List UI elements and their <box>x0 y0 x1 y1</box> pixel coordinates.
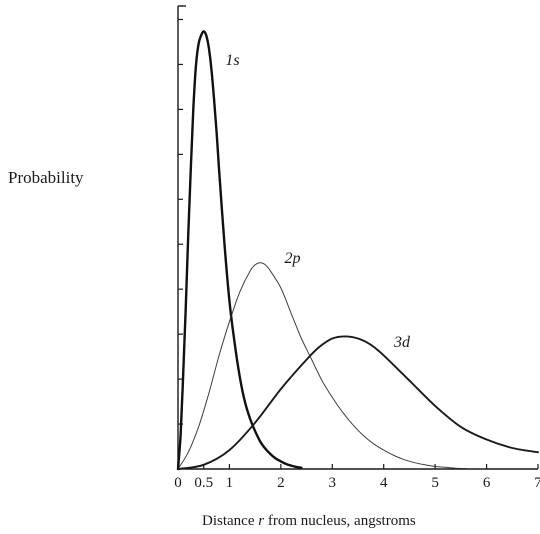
series-label-3d: 3d <box>393 334 411 351</box>
series-layer <box>176 30 539 471</box>
x-tick-label: 0 <box>174 475 182 491</box>
x-ticks: 0 0.5 1 2 3 4 5 6 7 <box>174 464 540 491</box>
x-tick-label: 6 <box>483 475 491 491</box>
x-tick-label: 5 <box>431 475 439 491</box>
y-axis <box>177 5 186 469</box>
y-axis-title: Probability <box>8 168 84 187</box>
series-label-1s: 1s <box>225 52 239 69</box>
x-tick-label: 3 <box>329 475 337 491</box>
x-tick-label: 4 <box>380 475 388 491</box>
x-tick-label: 2 <box>277 475 285 491</box>
x-tick-label: 7 <box>534 475 540 491</box>
series-line-2p <box>177 262 467 470</box>
x-axis-title-var: r <box>258 513 264 529</box>
series-line-3d <box>177 335 539 470</box>
series-line-1s <box>176 30 303 471</box>
x-tick-label: 1 <box>226 475 234 491</box>
series-label-2p: 2p <box>284 250 300 267</box>
x-axis-title-before: Distance <box>202 513 258 529</box>
series-labels: 1s 2p 3d <box>225 52 411 351</box>
x-tick-label: 0.5 <box>194 475 213 491</box>
x-axis-title: Distance r from nucleus, angstroms <box>202 513 416 529</box>
x-axis-title-after: from nucleus, angstroms <box>264 513 416 529</box>
y-ticks <box>178 18 183 425</box>
x-axis: 0 0.5 1 2 3 4 5 6 7 <box>174 464 540 491</box>
